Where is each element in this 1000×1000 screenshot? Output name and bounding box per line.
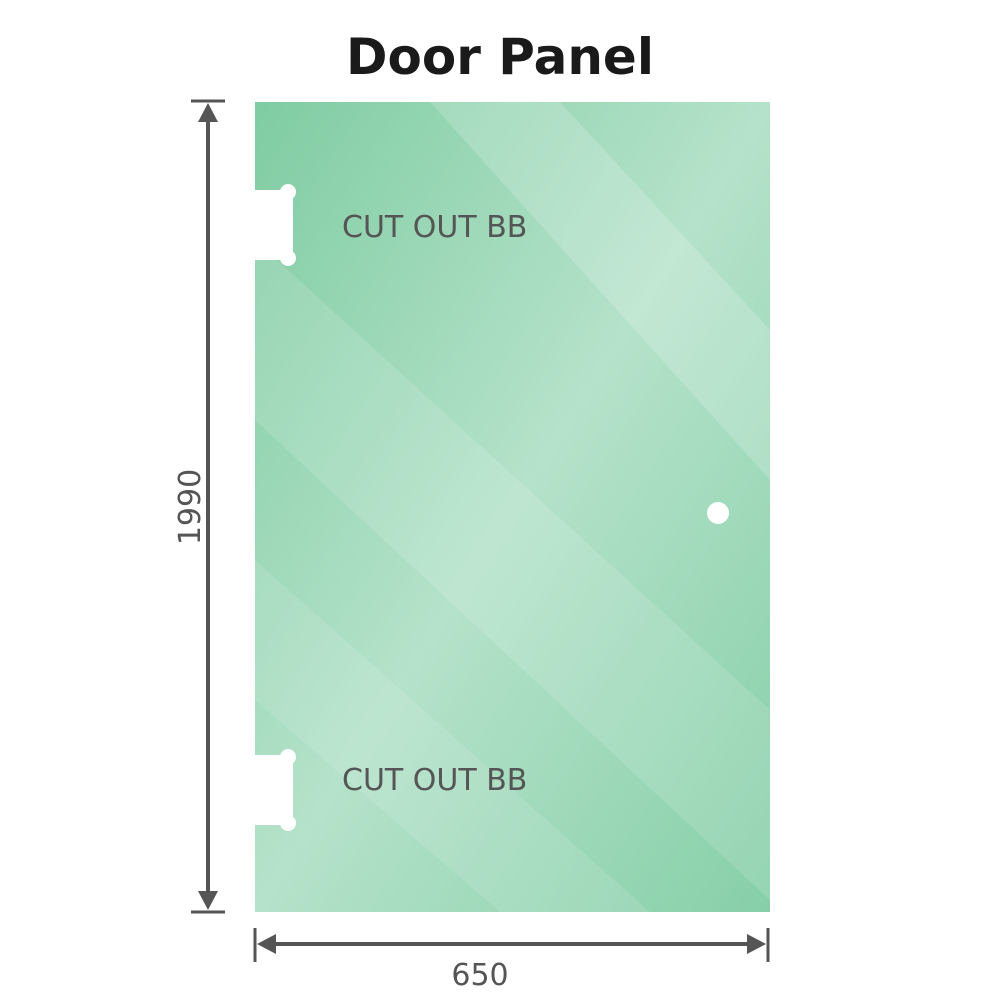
cutout-label-bottom: CUT OUT BB (342, 763, 527, 798)
cutout-label-top: CUT OUT BB (342, 210, 527, 245)
glass-panel (255, 102, 770, 912)
height-dimension-line (191, 99, 225, 914)
width-label: 650 (451, 958, 508, 993)
width-dimension-line (253, 928, 770, 962)
diagram-title: Door Panel (346, 28, 654, 86)
height-label: 1990 (173, 469, 208, 545)
handle-hole (707, 502, 729, 524)
cutout-top (250, 184, 296, 266)
cutout-bottom (250, 749, 296, 831)
